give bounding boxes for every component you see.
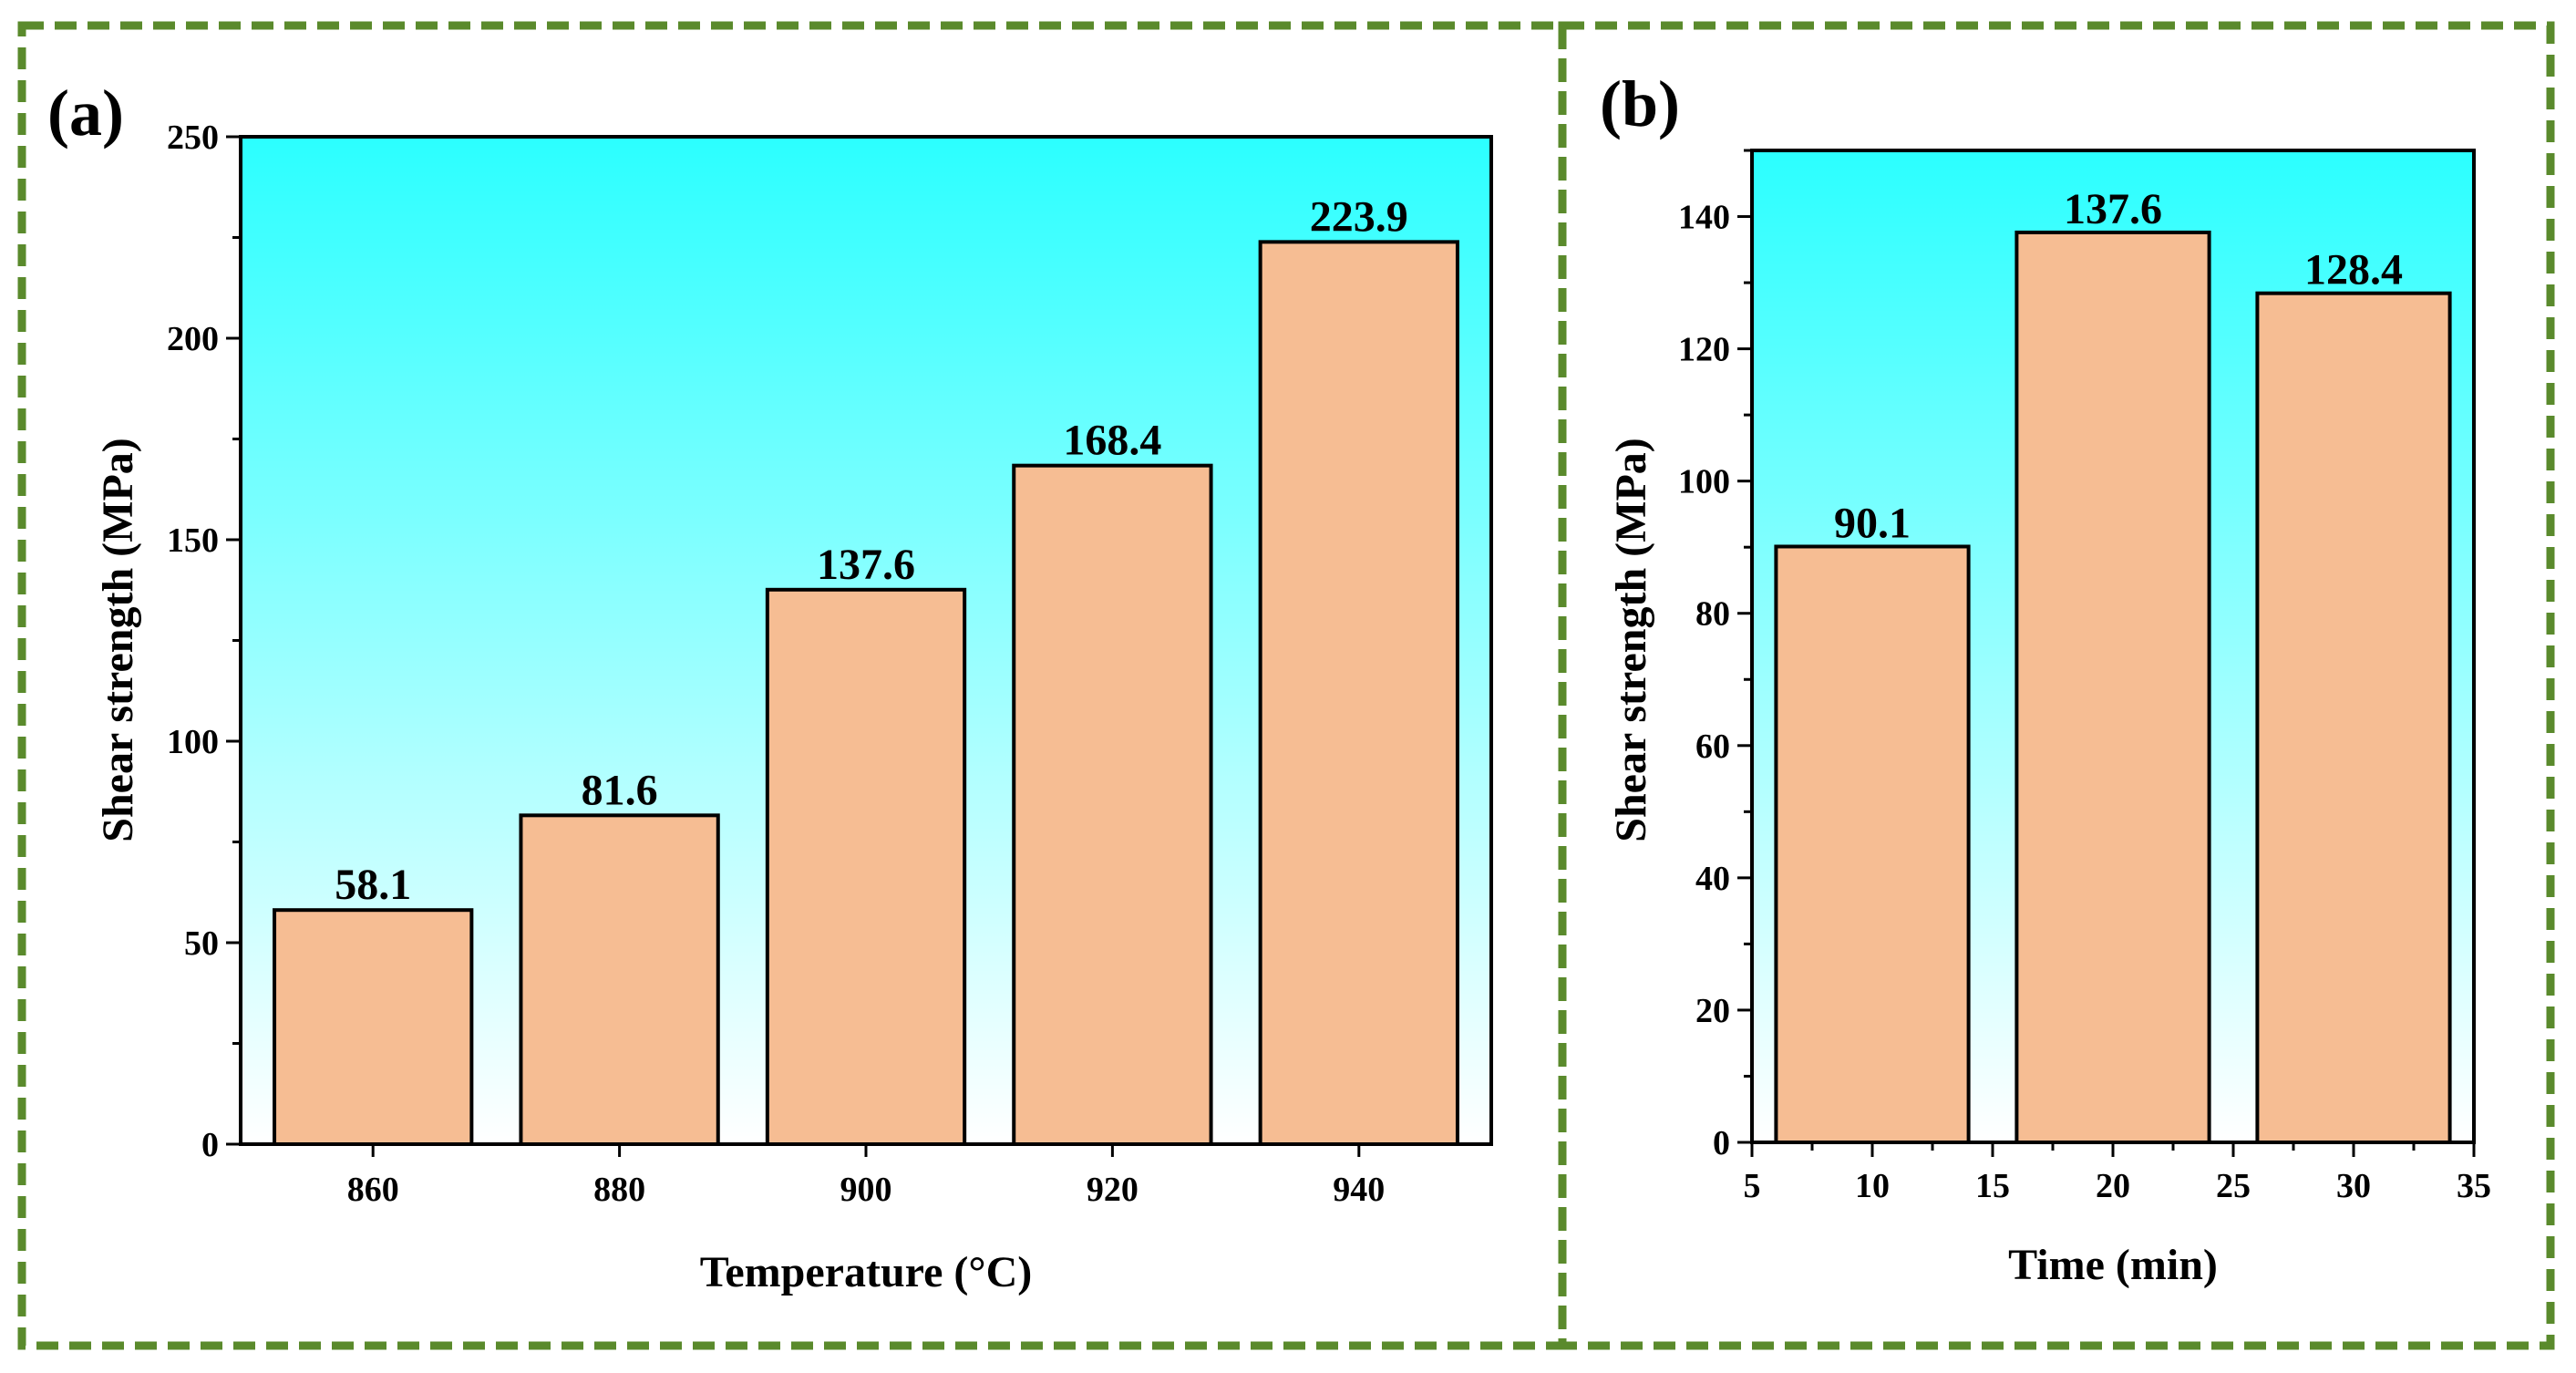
x-tick-label-b-30: 30 xyxy=(2336,1167,2371,1205)
bar-a-940 xyxy=(1258,240,1459,1146)
panel-b-frame xyxy=(1558,21,2555,1350)
y-tick-label-a-200: 200 xyxy=(167,320,219,358)
y-tick-label-b-80: 80 xyxy=(1695,595,1730,634)
panel-b-x-axis-title: Time (min) xyxy=(2008,1241,2218,1289)
y-tick-label-a-150: 150 xyxy=(167,521,219,560)
panel-a: (a) 58.1 860 81.6 880 137.6 900 168.4 920 223.9 9… xyxy=(17,21,1567,1350)
y-tick-label-b-0: 0 xyxy=(1713,1124,1730,1162)
y-tick-label-b-60: 60 xyxy=(1695,728,1730,766)
panel-a-label: (a) xyxy=(47,77,124,150)
y-tick-label-b-120: 120 xyxy=(1678,331,1730,369)
data-label-b-30: 128.4 xyxy=(2304,246,2403,294)
panel-a-x-axis-title: Temperature (°C) xyxy=(700,1248,1032,1296)
panel-b: (b) 90.1 137.6 128.4 5 10 15 20 25 30 35 0 20 40 60 80… xyxy=(1558,21,2555,1350)
panel-b-label: (b) xyxy=(1600,67,1680,140)
data-label-a-880: 81.6 xyxy=(582,766,658,814)
data-label-a-940: 223.9 xyxy=(1310,192,1408,241)
data-label-b-20: 137.6 xyxy=(2064,185,2162,233)
bar-a-920 xyxy=(1012,463,1213,1146)
data-label-a-900: 137.6 xyxy=(817,541,915,589)
y-tick-label-b-140: 140 xyxy=(1678,199,1730,237)
y-tick-label-b-20: 20 xyxy=(1695,992,1730,1030)
data-label-b-10: 90.1 xyxy=(1834,499,1911,547)
bar-a-860 xyxy=(273,908,474,1146)
bar-b-20 xyxy=(2014,230,2211,1144)
x-tick-label-b-35: 35 xyxy=(2457,1167,2491,1205)
x-tick-label-a-900: 900 xyxy=(840,1171,892,1209)
x-tick-label-b-20: 20 xyxy=(2096,1167,2130,1205)
bar-b-10 xyxy=(1774,544,1971,1144)
y-tick-label-b-40: 40 xyxy=(1695,860,1730,898)
x-tick-label-b-10: 10 xyxy=(1855,1167,1890,1205)
y-tick-label-a-50: 50 xyxy=(184,924,219,963)
y-tick-label-a-250: 250 xyxy=(167,119,219,157)
x-tick-label-b-15: 15 xyxy=(1975,1167,2010,1205)
x-tick-label-b-25: 25 xyxy=(2216,1167,2251,1205)
x-tick-label-a-940: 940 xyxy=(1333,1171,1385,1209)
bar-a-880 xyxy=(519,813,720,1146)
bar-b-30 xyxy=(2255,291,2452,1144)
y-tick-label-a-100: 100 xyxy=(167,723,219,761)
x-tick-label-a-920: 920 xyxy=(1087,1171,1139,1209)
bar-a-900 xyxy=(765,587,967,1146)
x-tick-label-a-860: 860 xyxy=(347,1171,399,1209)
y-tick-label-b-100: 100 xyxy=(1678,463,1730,501)
panel-b-y-axis-title: Shear strength (MPa) xyxy=(1607,438,1655,842)
data-label-a-860: 58.1 xyxy=(335,861,411,909)
data-label-a-920: 168.4 xyxy=(1063,417,1161,465)
y-tick-label-a-0: 0 xyxy=(201,1126,219,1164)
panel-a-y-axis-title: Shear strength (MPa) xyxy=(94,438,142,842)
x-tick-label-a-880: 880 xyxy=(593,1171,645,1209)
x-tick-label-b-5: 5 xyxy=(1744,1167,1761,1205)
